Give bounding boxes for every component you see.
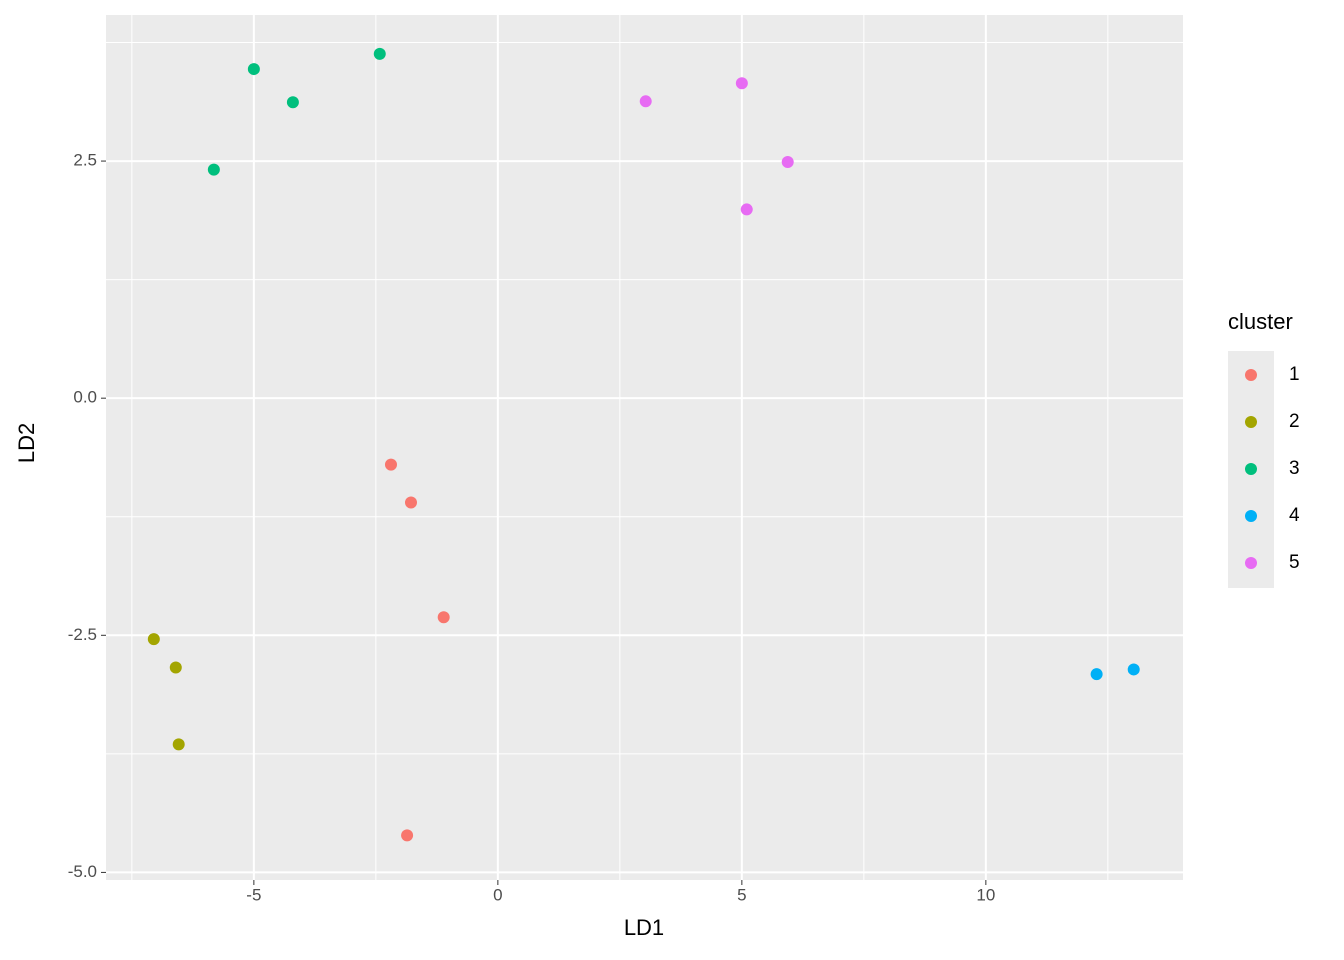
point xyxy=(207,163,220,176)
point xyxy=(172,738,185,751)
x-tick-label: 5 xyxy=(737,885,746,904)
point xyxy=(169,661,182,674)
legend-key xyxy=(1245,557,1257,569)
point xyxy=(1127,663,1140,676)
point xyxy=(740,203,753,216)
x-axis-title: LD1 xyxy=(624,915,664,940)
y-tick-label: -2.5 xyxy=(68,625,97,644)
legend-label: 1 xyxy=(1289,364,1300,385)
legend-label: 3 xyxy=(1289,458,1300,479)
y-tick-label: -5.0 xyxy=(68,862,97,881)
y-tick-label: 0.0 xyxy=(73,388,97,407)
point xyxy=(247,63,260,76)
point xyxy=(401,829,414,842)
legend-key xyxy=(1245,463,1257,475)
legend-key xyxy=(1245,510,1257,522)
y-axis-title: LD2 xyxy=(14,423,39,463)
legend-label: 4 xyxy=(1289,505,1300,526)
y-tick-label: 2.5 xyxy=(73,151,97,170)
legend-key xyxy=(1245,369,1257,381)
panel xyxy=(106,15,1183,880)
x-tick-label: 0 xyxy=(493,885,502,904)
x-tick-label: 10 xyxy=(976,885,995,904)
point xyxy=(404,496,417,509)
legend-label: 5 xyxy=(1289,552,1300,573)
point xyxy=(373,47,386,60)
point xyxy=(781,156,794,169)
point xyxy=(384,458,397,471)
point xyxy=(437,611,450,624)
legend-title: cluster xyxy=(1228,309,1293,334)
legend-label: 2 xyxy=(1289,411,1300,432)
point xyxy=(735,77,748,90)
legend-key xyxy=(1245,416,1257,428)
point xyxy=(639,95,652,108)
point xyxy=(1090,668,1103,681)
point xyxy=(286,96,299,109)
point xyxy=(147,633,160,646)
x-tick-label: -5 xyxy=(246,885,261,904)
